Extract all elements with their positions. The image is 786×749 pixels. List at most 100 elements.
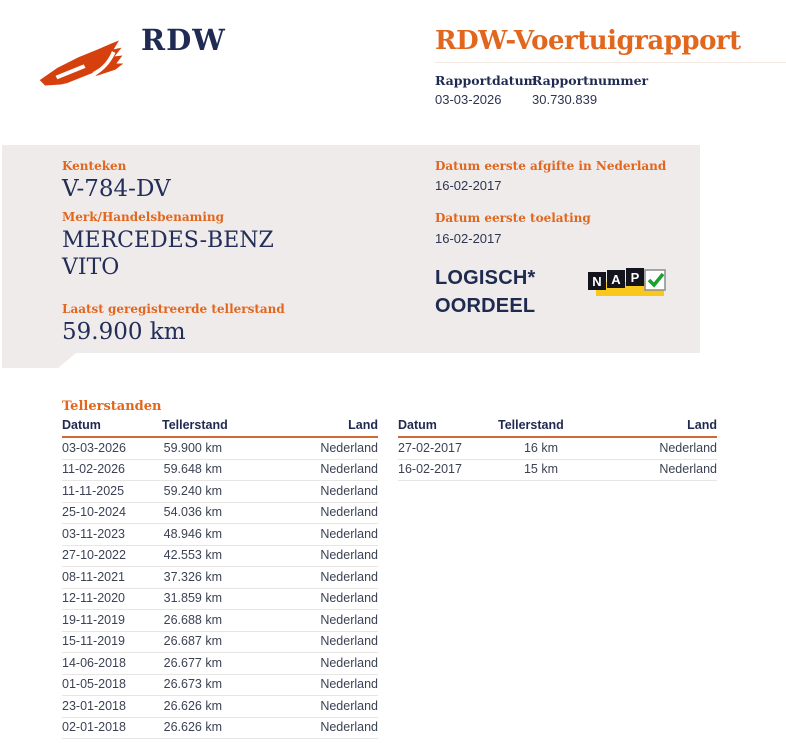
cell-datum: 27-02-2017 bbox=[398, 440, 462, 455]
nap-check-icon bbox=[647, 272, 665, 288]
table-row: 14-06-2018 26.677 km Nederland bbox=[62, 653, 378, 675]
cell-datum: 02-01-2018 bbox=[62, 720, 126, 734]
table-header-row: Datum Tellerstand Land bbox=[62, 418, 378, 438]
cell-datum: 25-10-2024 bbox=[62, 505, 126, 519]
cell-tellerstand: 54.036 km bbox=[163, 505, 222, 519]
merk-value-line1: MERCEDES-BENZ bbox=[62, 227, 274, 253]
cell-datum: 27-10-2022 bbox=[62, 548, 126, 562]
table-header-row: Datum Tellerstand Land bbox=[398, 418, 717, 438]
column-header-tellerstand: Tellerstand bbox=[498, 418, 564, 432]
table-row: 08-11-2021 37.326 km Nederland bbox=[62, 567, 378, 589]
cell-tellerstand: 59.900 km bbox=[163, 440, 222, 455]
cell-datum: 11-11-2025 bbox=[62, 483, 125, 498]
report-number-value: 30.730.839 bbox=[532, 92, 598, 108]
cell-tellerstand: 26.687 km bbox=[163, 634, 222, 648]
column-header-datum: Datum bbox=[62, 418, 101, 432]
cell-land: Nederland bbox=[320, 505, 378, 519]
oordeel-line2: OORDEEL bbox=[435, 294, 536, 317]
cell-tellerstand: 26.677 km bbox=[163, 655, 222, 670]
cell-land: Nederland bbox=[320, 698, 378, 713]
tellerstand-value: 59.900 km bbox=[62, 318, 186, 345]
kenteken-label: Kenteken bbox=[62, 159, 127, 173]
report-meta: Rapportdatum 03-03-2026 Rapportnummer 30… bbox=[435, 73, 786, 107]
cell-datum: 19-11-2019 bbox=[62, 612, 126, 627]
table-row: 25-10-2024 54.036 km Nederland bbox=[62, 503, 378, 524]
cell-tellerstand: 37.326 km bbox=[163, 569, 222, 584]
cell-datum: 14-06-2018 bbox=[62, 655, 126, 670]
oordeel-line1: LOGISCH* bbox=[435, 266, 536, 289]
cell-datum: 08-11-2021 bbox=[62, 569, 126, 584]
cell-datum: 15-11-2019 bbox=[62, 634, 126, 648]
report-date-label: Rapportdatum bbox=[435, 73, 537, 89]
kenteken-value: V-784-DV bbox=[62, 176, 171, 203]
cell-tellerstand: 26.673 km bbox=[163, 677, 222, 691]
tellerstanden-section-title: Tellerstanden bbox=[62, 399, 162, 414]
cell-tellerstand: 26.688 km bbox=[163, 612, 222, 627]
cell-tellerstand: 48.946 km bbox=[163, 526, 222, 541]
toelating-value: 16-02-2017 bbox=[435, 230, 502, 246]
merk-value-line2: VITO bbox=[62, 255, 120, 281]
cell-land: Nederland bbox=[320, 440, 378, 455]
column-header-land: Land bbox=[687, 418, 717, 432]
summary-panel-corner-tab bbox=[2, 353, 76, 368]
cell-datum: 16-02-2017 bbox=[398, 462, 462, 476]
merk-label: Merk/Handelsbenaming bbox=[62, 210, 225, 225]
oordeel-block: LOGISCH* OORDEEL N A P bbox=[435, 264, 695, 320]
toelating-label: Datum eerste toelating bbox=[435, 211, 591, 226]
table-row: 01-05-2018 26.673 km Nederland bbox=[62, 675, 378, 696]
cell-land: Nederland bbox=[320, 677, 378, 691]
cell-datum: 01-05-2018 bbox=[62, 677, 126, 691]
cell-datum: 03-11-2023 bbox=[62, 526, 126, 541]
cell-land: Nederland bbox=[320, 462, 378, 476]
column-header-land: Land bbox=[348, 418, 378, 432]
cell-land: Nederland bbox=[659, 440, 717, 455]
rdw-wordmark: RDW bbox=[141, 23, 226, 57]
table-row: 11-11-2025 59.240 km Nederland bbox=[62, 481, 378, 503]
cell-tellerstand: 59.648 km bbox=[163, 462, 222, 476]
column-header-datum: Datum bbox=[398, 418, 437, 432]
cell-datum: 11-02-2026 bbox=[62, 462, 126, 476]
cell-tellerstand: 42.553 km bbox=[163, 548, 222, 562]
cell-tellerstand: 15 km bbox=[523, 462, 558, 476]
header-divider bbox=[435, 62, 786, 63]
nap-checkbox bbox=[644, 269, 666, 291]
cell-tellerstand: 31.859 km bbox=[163, 591, 222, 605]
report-number-label: Rapportnummer bbox=[532, 73, 649, 89]
nap-logo-icon: N A P bbox=[588, 267, 666, 296]
cell-land: Nederland bbox=[320, 612, 378, 627]
cell-datum: 12-11-2020 bbox=[62, 591, 126, 605]
cell-datum: 23-01-2018 bbox=[62, 698, 126, 713]
cell-land: Nederland bbox=[320, 483, 378, 498]
nap-letter-n: N bbox=[592, 274, 601, 289]
table-row: 03-11-2023 48.946 km Nederland bbox=[62, 524, 378, 546]
tellerstanden-table-right: Datum Tellerstand Land 27-02-2017 16 km … bbox=[398, 418, 717, 481]
page-title: RDW-Voertuigrapport bbox=[435, 26, 741, 56]
afgifte-value: 16-02-2017 bbox=[435, 178, 502, 194]
oordeel-text: LOGISCH* OORDEEL bbox=[435, 264, 588, 320]
report-number: Rapportnummer 30.730.839 bbox=[532, 73, 648, 107]
cell-land: Nederland bbox=[320, 591, 378, 605]
cell-tellerstand: 16 km bbox=[523, 440, 558, 455]
cell-datum: 03-03-2026 bbox=[62, 440, 126, 455]
table-row: 23-01-2018 26.626 km Nederland bbox=[62, 696, 378, 718]
table-row: 27-10-2022 42.553 km Nederland bbox=[62, 546, 378, 567]
summary-left-column: Kenteken V-784-DV Merk/Handelsbenaming M… bbox=[62, 159, 285, 353]
cell-land: Nederland bbox=[659, 462, 717, 476]
cell-tellerstand: 26.626 km bbox=[163, 698, 222, 713]
table-row: 16-02-2017 15 km Nederland bbox=[398, 460, 717, 481]
table-row: 02-01-2018 26.626 km Nederland bbox=[62, 718, 378, 739]
nap-letter-a: A bbox=[611, 272, 621, 287]
nap-letter-p: P bbox=[631, 270, 640, 285]
rdw-eagle-icon bbox=[39, 40, 124, 86]
column-header-tellerstand: Tellerstand bbox=[162, 418, 228, 432]
cell-land: Nederland bbox=[320, 526, 378, 541]
table-row: 27-02-2017 16 km Nederland bbox=[398, 438, 717, 460]
tellerstanden-table-left: Datum Tellerstand Land 03-03-2026 59.900… bbox=[62, 418, 378, 739]
table-row: 19-11-2019 26.688 km Nederland bbox=[62, 610, 378, 632]
summary-right-column: Datum eerste afgifte in Nederland 16-02-… bbox=[435, 159, 695, 320]
cell-land: Nederland bbox=[320, 720, 378, 734]
summary-panel: Kenteken V-784-DV Merk/Handelsbenaming M… bbox=[2, 145, 700, 353]
cell-land: Nederland bbox=[320, 634, 378, 648]
cell-tellerstand: 26.626 km bbox=[163, 720, 222, 734]
